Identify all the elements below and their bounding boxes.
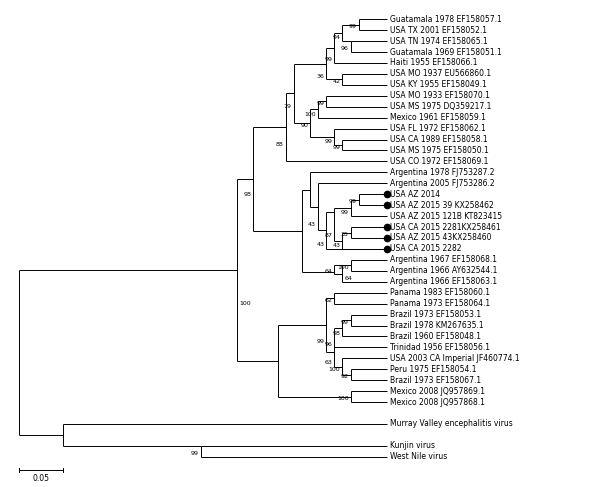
Text: 36: 36 [316,74,324,78]
Text: USA MS 1975 DQ359217.1: USA MS 1975 DQ359217.1 [390,102,491,111]
Text: 62: 62 [325,298,332,303]
Text: USA CA 2015 2282: USA CA 2015 2282 [390,244,461,253]
Text: Mexico 2008 JQ957869.1: Mexico 2008 JQ957869.1 [390,387,485,395]
Text: 79: 79 [284,104,292,109]
Text: 100: 100 [305,112,316,117]
Text: USA CO 1972 EF158069.1: USA CO 1972 EF158069.1 [390,157,488,166]
Text: 42: 42 [332,79,340,84]
Text: Murray Valley encephalitis virus: Murray Valley encephalitis virus [390,419,513,429]
Text: 100: 100 [337,265,349,270]
Text: Brazil 1978 KM267635.1: Brazil 1978 KM267635.1 [390,321,484,330]
Text: 99: 99 [341,210,349,215]
Text: 99: 99 [316,339,324,344]
Text: 100: 100 [337,396,349,401]
Text: USA AZ 2014: USA AZ 2014 [390,190,440,199]
Text: 43: 43 [308,223,316,227]
Text: Brazil 1973 EF158067.1: Brazil 1973 EF158067.1 [390,375,481,385]
Text: USA AZ 2015 121B KT823415: USA AZ 2015 121B KT823415 [390,212,502,221]
Text: 99: 99 [349,199,356,205]
Text: 43: 43 [316,242,324,247]
Text: 94: 94 [332,35,340,40]
Text: 100: 100 [239,301,251,306]
Text: Trinidad 1956 EF158056.1: Trinidad 1956 EF158056.1 [390,343,490,352]
Text: 96: 96 [341,46,349,51]
Text: Haiti 1955 EF158066.1: Haiti 1955 EF158066.1 [390,58,478,67]
Text: Argentina 1966 EF158063.1: Argentina 1966 EF158063.1 [390,277,497,286]
Text: 99: 99 [341,320,349,325]
Text: Argentina 1967 EF158068.1: Argentina 1967 EF158068.1 [390,255,497,264]
Text: USA CA 1989 EF158058.1: USA CA 1989 EF158058.1 [390,135,488,144]
Text: 43: 43 [332,243,340,248]
Text: USA MO 1933 EF158070.1: USA MO 1933 EF158070.1 [390,91,490,100]
Text: USA AZ 2015 43KX258460: USA AZ 2015 43KX258460 [390,233,491,243]
Text: 35: 35 [341,232,349,237]
Text: 63: 63 [325,360,332,365]
Text: 88: 88 [276,143,284,148]
Text: USA TN 1974 EF158065.1: USA TN 1974 EF158065.1 [390,37,488,46]
Text: 96: 96 [325,341,332,347]
Text: USA MS 1975 EF158050.1: USA MS 1975 EF158050.1 [390,146,489,155]
Text: 90: 90 [300,123,308,128]
Text: 99: 99 [332,145,340,150]
Text: Panama 1983 EF158060.1: Panama 1983 EF158060.1 [390,288,490,297]
Text: 64: 64 [344,276,352,281]
Text: Guatamala 1969 EF158051.1: Guatamala 1969 EF158051.1 [390,48,502,56]
Text: Panama 1973 EF158064.1: Panama 1973 EF158064.1 [390,299,490,308]
Text: Peru 1975 EF158054.1: Peru 1975 EF158054.1 [390,365,476,374]
Text: 99: 99 [191,451,199,456]
Text: 99: 99 [316,101,324,106]
Text: 100: 100 [329,367,340,372]
Text: 87: 87 [325,233,332,238]
Text: 98: 98 [332,331,340,336]
Text: USA FL 1972 EF158062.1: USA FL 1972 EF158062.1 [390,124,486,133]
Text: 99: 99 [325,57,332,62]
Text: USA MO 1937 EU566860.1: USA MO 1937 EU566860.1 [390,69,491,78]
Text: 98: 98 [244,192,251,197]
Text: West Nile virus: West Nile virus [390,452,448,461]
Text: Argentina 2005 FJ753286.2: Argentina 2005 FJ753286.2 [390,179,495,188]
Text: USA TX 2001 EF158052.1: USA TX 2001 EF158052.1 [390,26,487,35]
Text: USA AZ 2015 39 KX258462: USA AZ 2015 39 KX258462 [390,201,494,210]
Text: Mexico 2008 JQ957868.1: Mexico 2008 JQ957868.1 [390,397,485,407]
Text: Brazil 1960 EF158048.1: Brazil 1960 EF158048.1 [390,332,481,341]
Text: USA KY 1955 EF158049.1: USA KY 1955 EF158049.1 [390,80,487,89]
Text: 99: 99 [325,139,332,144]
Text: Argentina 1966 AY632544.1: Argentina 1966 AY632544.1 [390,266,497,275]
Text: USA 2003 CA Imperial JF460774.1: USA 2003 CA Imperial JF460774.1 [390,354,520,363]
Text: Brazil 1973 EF158053.1: Brazil 1973 EF158053.1 [390,310,481,319]
Text: 64: 64 [325,269,332,274]
Text: Kunjin virus: Kunjin virus [390,441,435,450]
Text: Mexico 1961 EF158059.1: Mexico 1961 EF158059.1 [390,113,486,122]
Text: 0.05: 0.05 [32,474,49,483]
Text: 99: 99 [349,24,356,29]
Text: 92: 92 [341,375,349,379]
Text: Guatamala 1978 EF158057.1: Guatamala 1978 EF158057.1 [390,15,502,24]
Text: Argentina 1978 FJ753287.2: Argentina 1978 FJ753287.2 [390,168,494,177]
Text: USA CA 2015 2281KX258461: USA CA 2015 2281KX258461 [390,223,501,231]
